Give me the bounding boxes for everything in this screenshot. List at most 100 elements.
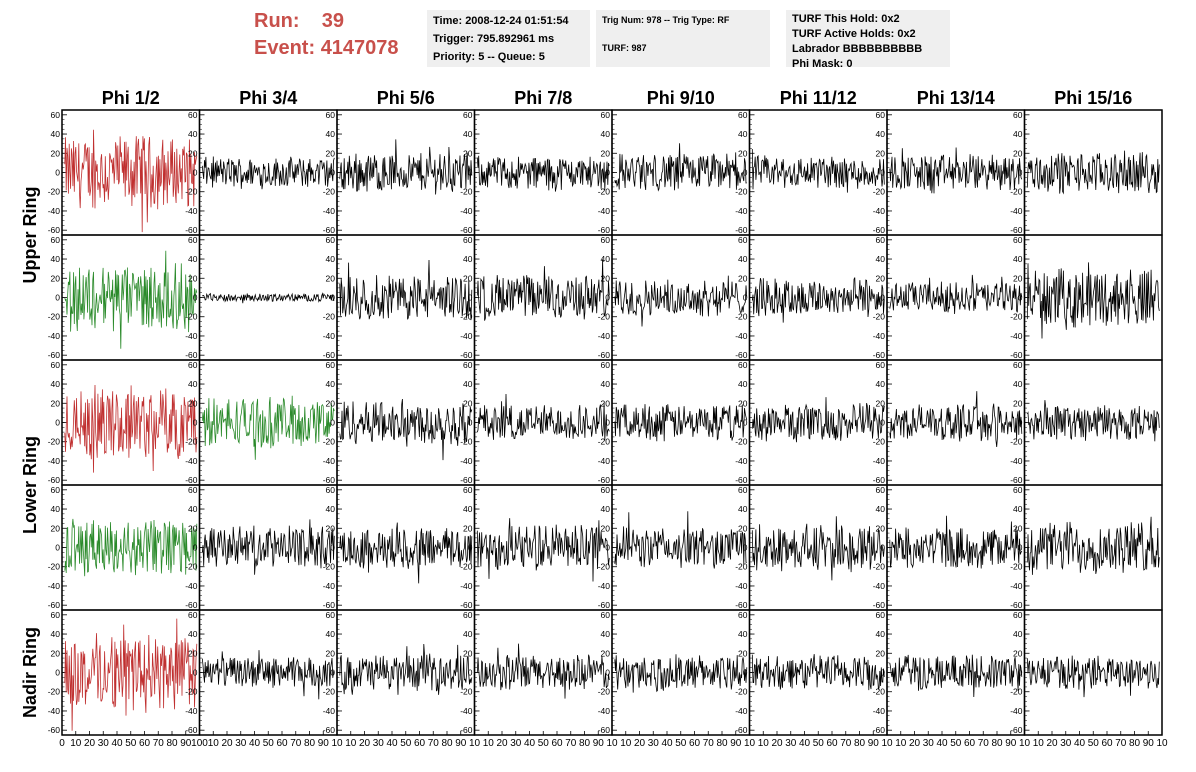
y-tick-label: -40 [735,581,748,591]
y-tick-label: -40 [185,206,198,216]
y-tick-label: -40 [48,331,61,341]
y-tick-label: 0 [468,668,473,678]
waveform-trace [64,250,198,349]
x-tick-label: 90 [1005,738,1017,749]
waveform-panel: -60 -40 -20 0 20 40 60 [48,359,201,486]
y-tick-label: -20 [873,187,886,197]
waveform-trace [339,398,473,461]
waveform-panel: -60 -40 -20 0 20 40 60 [185,484,338,611]
y-tick-label: -60 [323,725,336,735]
x-tick-label: 20 [359,738,371,749]
y-tick-label: 40 [463,379,473,389]
x-tick-label: 20 [1046,738,1058,749]
waveform-trace [751,516,885,581]
y-tick-label: -20 [48,312,61,322]
y-tick-label: 60 [188,110,198,120]
y-tick-label: -40 [323,206,336,216]
waveform-panel: -60 -40 -20 0 20 40 60 [1010,609,1163,736]
y-tick-label: -20 [598,687,611,697]
row-group-label: Nadir Ring [20,627,40,718]
x-tick-label: 80 [579,738,591,749]
x-tick-label: 30 [235,738,247,749]
y-tick-label: 60 [188,235,198,245]
y-tick-label: 60 [326,110,336,120]
x-tick-label: 90 [730,738,742,749]
y-tick-label: -40 [1010,331,1023,341]
y-tick-label: -60 [185,725,198,735]
x-tick-label: 30 [510,738,522,749]
waveform-trace [339,643,473,695]
x-tick-label: 0 [59,738,65,749]
y-tick-label: 20 [463,523,473,533]
y-tick-label: 60 [188,610,198,620]
y-tick-label: -40 [598,206,611,216]
y-tick-label: 0 [55,668,60,678]
y-tick-label: 20 [601,398,611,408]
x-tick-label: 10 [758,738,770,749]
x-tick-label: 40 [249,738,261,749]
x-tick-label: 10 [345,738,357,749]
waveform-trace [201,650,335,700]
y-tick-label: 20 [601,148,611,158]
x-tick-label: 50 [1088,738,1100,749]
waveform-trace [1026,655,1160,698]
y-tick-label: 20 [463,273,473,283]
x-tick-label: 90 [868,738,880,749]
y-tick-label: -20 [185,437,198,447]
y-tick-label: -60 [873,600,886,610]
y-tick-label: 60 [1013,235,1023,245]
y-tick-label: -20 [48,687,61,697]
y-tick-label: -40 [48,581,61,591]
y-tick-label: -20 [323,437,336,447]
waveform-panel: -60 -40 -20 0 20 40 60 [873,109,1026,236]
y-tick-label: 60 [738,610,748,620]
y-tick-label: -40 [460,706,473,716]
y-tick-label: -40 [735,206,748,216]
waveform-panel: -60 -40 -20 0 20 40 60 [735,109,888,236]
y-tick-label: -40 [873,456,886,466]
y-tick-label: 40 [1013,629,1023,639]
y-tick-label: -20 [460,687,473,697]
y-tick-label: -40 [323,706,336,716]
y-tick-label: -60 [598,725,611,735]
y-tick-label: 40 [326,504,336,514]
x-tick-label: 60 [276,738,288,749]
y-tick-label: 0 [330,168,335,178]
waveform-panel: -60 -40 -20 0 20 40 60 [185,359,338,486]
x-tick-label: 60 [689,738,701,749]
x-tick-label: 90 [318,738,330,749]
x-tick-label: 40 [111,738,123,749]
x-tick-label: 90 [1143,738,1155,749]
y-tick-label: 40 [601,379,611,389]
waveform-panel: -60 -40 -20 0 20 40 60 [873,234,1026,361]
waveform-panel: -60 -40 -20 0 20 40 60 [598,609,751,736]
y-tick-label: 40 [463,504,473,514]
y-tick-label: -40 [873,706,886,716]
y-tick-label: 20 [1013,273,1023,283]
waveform-panel: -60 -40 -20 0 20 40 60 [598,359,751,486]
y-tick-label: -20 [873,312,886,322]
waveform-trace [339,139,473,195]
y-tick-label: 20 [1013,148,1023,158]
y-tick-label: 40 [738,504,748,514]
y-tick-label: -20 [598,187,611,197]
y-tick-label: 20 [51,398,61,408]
column-label: Phi 5/6 [377,88,435,108]
x-tick-label: 10 [606,738,618,749]
y-tick-label: 0 [193,543,198,553]
x-tick-label: 100 [191,738,208,749]
y-tick-label: -60 [48,600,61,610]
y-tick-label: -20 [1010,687,1023,697]
x-tick-label: 10 [1033,738,1045,749]
x-tick-label: 30 [373,738,385,749]
waveform-panel: -60 -40 -20 0 20 40 60 [1010,359,1163,486]
trig-num-type-text: Trig Num: 978 -- Trig Type: RF [602,15,730,25]
x-tick-label: 70 [428,738,440,749]
y-tick-label: -20 [323,562,336,572]
waveform-trace [201,156,335,190]
waveform-panel: -60 -40 -20 0 20 40 60 [735,359,888,486]
y-tick-label: 60 [1013,610,1023,620]
y-tick-label: -60 [48,350,61,360]
y-tick-label: 40 [51,254,61,264]
waveform-trace [1026,262,1160,339]
